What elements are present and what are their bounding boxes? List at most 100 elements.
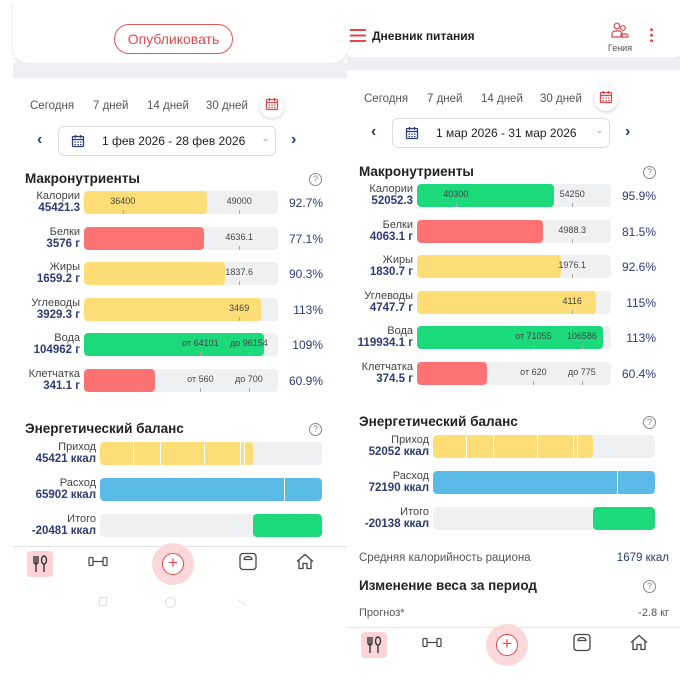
nav-home-button[interactable] <box>629 633 649 658</box>
profile-switch-button[interactable]: Гения <box>605 22 635 53</box>
macro-percent: 92.6% <box>621 260 656 274</box>
macro-bar-fill <box>84 297 261 321</box>
calendar-icon <box>265 97 279 116</box>
next-period-button[interactable]: › <box>625 123 631 140</box>
energy-bar-fill <box>100 442 254 465</box>
date-range-select[interactable]: 1 фев 2026 - 28 фев 2026 ⌄ <box>58 126 276 156</box>
users-icon <box>611 22 629 38</box>
macro-percent: 90.3% <box>288 267 323 281</box>
macro-bar: 4636.1 <box>84 226 278 250</box>
macro-norm-marker: от 71055 <box>515 331 552 341</box>
tab-period-0[interactable]: Сегодня <box>30 100 75 112</box>
help-icon[interactable]: ? <box>643 580 656 593</box>
macro-bar: от 620 до 775 <box>417 361 611 385</box>
nav-weight-button[interactable] <box>572 633 592 658</box>
macro-bar-fill <box>417 326 604 349</box>
help-icon[interactable]: ? <box>643 166 656 179</box>
macro-norm-marker: до 700 <box>235 373 263 384</box>
tab-period-1[interactable]: 7 дней <box>427 93 463 105</box>
tab-period-2[interactable]: 14 дней <box>147 100 189 112</box>
avg-calories-label: Средняя калорийность рациона <box>359 552 531 564</box>
macro-bar-fill <box>84 333 265 356</box>
help-icon[interactable]: ? <box>643 416 656 429</box>
forecast-value: -2.8 кг <box>638 607 669 619</box>
calendar-icon <box>599 90 613 109</box>
forecast-label: Прогноз* <box>359 607 405 619</box>
prev-period-button[interactable]: ‹ <box>37 131 43 148</box>
macro-label: Белки 4063.1 г <box>369 218 413 243</box>
chevron-down-icon: ⌄ <box>261 133 269 143</box>
macros-title: Макронутриенты <box>25 171 140 186</box>
right-phone-screen: Дневник питания Гения Сегодня 7 дней 14 дн… <box>347 0 680 680</box>
energy-label: Итого -20138 ккал <box>364 506 429 530</box>
macro-label: Вода 104962 г <box>33 332 80 356</box>
macro-percent: 77.1% <box>288 231 323 246</box>
next-period-button[interactable]: › <box>291 131 297 148</box>
tab-period-0[interactable]: Сегодня <box>364 93 409 105</box>
macro-label: Белки 3576 г <box>46 225 80 250</box>
tab-period-3[interactable]: 30 дней <box>206 100 248 112</box>
macro-bar: 3469 <box>84 297 278 321</box>
avg-calories-value: 1679 ккал <box>616 552 669 564</box>
tab-period-1[interactable]: 7 дней <box>93 100 129 112</box>
nav-home-button[interactable] <box>295 552 315 577</box>
macro-norm-marker: 36400 <box>110 196 136 206</box>
help-icon[interactable]: ? <box>309 423 322 436</box>
macro-bar-fill <box>417 290 597 314</box>
energy-bar-fill <box>433 471 655 494</box>
energy-bar <box>433 471 655 494</box>
macro-percent: 60.9% <box>288 373 323 388</box>
nav-add-button[interactable]: + <box>152 543 194 585</box>
menu-button[interactable] <box>350 29 366 47</box>
macro-percent: 95.9% <box>621 189 656 203</box>
kebab-icon <box>650 27 653 43</box>
macro-percent: 109% <box>292 338 323 352</box>
dumbbell-icon <box>88 556 108 567</box>
nav-workout-button[interactable] <box>87 555 109 574</box>
macro-bar: от 560 до 700 <box>84 368 278 392</box>
macro-norm-marker: 3469 <box>229 302 250 313</box>
macro-percent: 113% <box>626 331 656 345</box>
energy-title: Энергетический баланс <box>359 414 518 429</box>
bottom-nav: + <box>13 543 347 596</box>
energy-bar-fill <box>253 514 322 537</box>
date-range-select[interactable]: 1 мар 2026 - 31 мар 2026 ⌄ <box>392 118 610 148</box>
macro-norm-marker: 4988.3 <box>558 224 586 235</box>
macro-label: Клетчатка 374.5 г <box>361 360 413 385</box>
weight-change-title: Изменение веса за период <box>359 578 537 593</box>
help-icon[interactable]: ? <box>309 173 322 186</box>
fork-spoon-icon <box>33 555 48 572</box>
energy-label: Приход 52052 ккал <box>368 434 429 458</box>
publish-button[interactable]: Опубликовать <box>114 24 233 54</box>
macro-bar-fill <box>417 255 561 278</box>
macro-bar-fill <box>84 368 155 392</box>
tab-period-2[interactable]: 14 дней <box>481 93 523 105</box>
nav-add-button[interactable]: + <box>486 624 528 666</box>
energy-bar-fill <box>433 435 593 458</box>
scale-icon <box>239 552 257 571</box>
tab-period-3[interactable]: 30 дней <box>540 93 582 105</box>
macro-percent: 92.7% <box>288 196 323 210</box>
custom-period-button[interactable] <box>260 94 284 118</box>
prev-period-button[interactable]: ‹ <box>371 123 377 140</box>
macro-norm-marker: от 560 <box>187 373 214 384</box>
left-phone-screen: Опубликовать Сегодня 7 дней 14 дней 30 дней… <box>13 0 347 680</box>
nav-workout-button[interactable] <box>421 636 443 655</box>
calendar-icon <box>71 134 85 151</box>
macro-bar-fill <box>84 262 225 285</box>
more-menu-button[interactable] <box>650 27 653 43</box>
date-range-value: 1 фев 2026 - 28 фев 2026 <box>102 134 246 148</box>
macro-bar-fill <box>417 184 554 207</box>
nav-weight-button[interactable] <box>238 552 258 577</box>
date-range-value: 1 мар 2026 - 31 мар 2026 <box>436 126 577 140</box>
macro-bar: 40300 54250 <box>417 184 611 207</box>
macro-norm-marker: 40300 <box>443 189 469 199</box>
energy-label: Приход 45421 ккал <box>35 441 96 465</box>
macro-percent: 60.4% <box>621 366 656 381</box>
nav-diary-button[interactable] <box>27 551 53 577</box>
macro-norm-marker: 1976.1 <box>558 260 586 270</box>
macro-bar: 1976.1 <box>417 255 611 278</box>
nav-diary-button[interactable] <box>361 632 387 658</box>
custom-period-button[interactable] <box>594 87 618 111</box>
macro-norm-marker: 54250 <box>559 189 585 199</box>
